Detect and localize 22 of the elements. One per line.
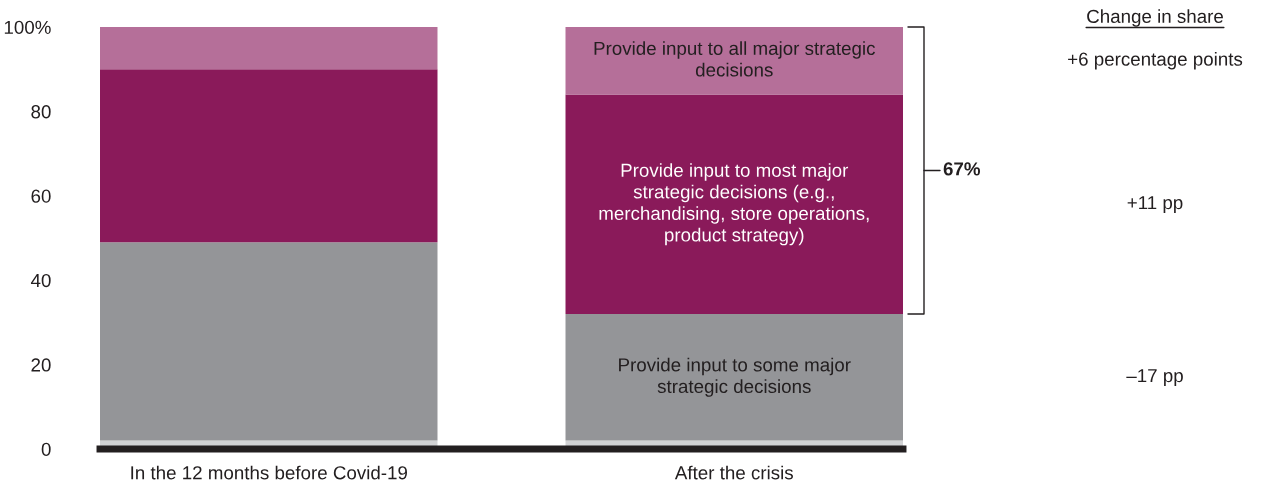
bar xyxy=(100,27,438,70)
text: –17 pp xyxy=(1126,369,1183,386)
y-tick-label: 80 xyxy=(31,105,51,119)
bar xyxy=(565,27,903,95)
bar xyxy=(565,94,903,314)
text: +11 pp xyxy=(1127,196,1183,213)
y-tick-label: 20 xyxy=(31,358,51,372)
y-tick-label: 0 xyxy=(41,442,51,456)
text: Change in share xyxy=(1087,9,1223,27)
bar xyxy=(565,313,903,441)
series-label: Provide input to all major strategic decisions xyxy=(594,41,875,77)
text: +6 percentage points xyxy=(1068,52,1243,70)
y-tick-label: 40 xyxy=(30,273,51,288)
bar xyxy=(100,242,438,441)
y-tick-label: 100% xyxy=(4,20,51,34)
y-tick-label: 60 xyxy=(31,189,51,203)
text: 67% xyxy=(943,162,981,176)
x-tick-label: In the 12 months before Covid-19 xyxy=(131,465,408,480)
bar xyxy=(100,69,438,243)
series-label: Provide input to some major strategic decisions xyxy=(619,357,851,397)
series-label: Provide input to most major strategic decisions (e.g., merchandising, store operations, product strategy) xyxy=(599,163,869,246)
x-tick-label: After the crisis xyxy=(674,465,793,480)
